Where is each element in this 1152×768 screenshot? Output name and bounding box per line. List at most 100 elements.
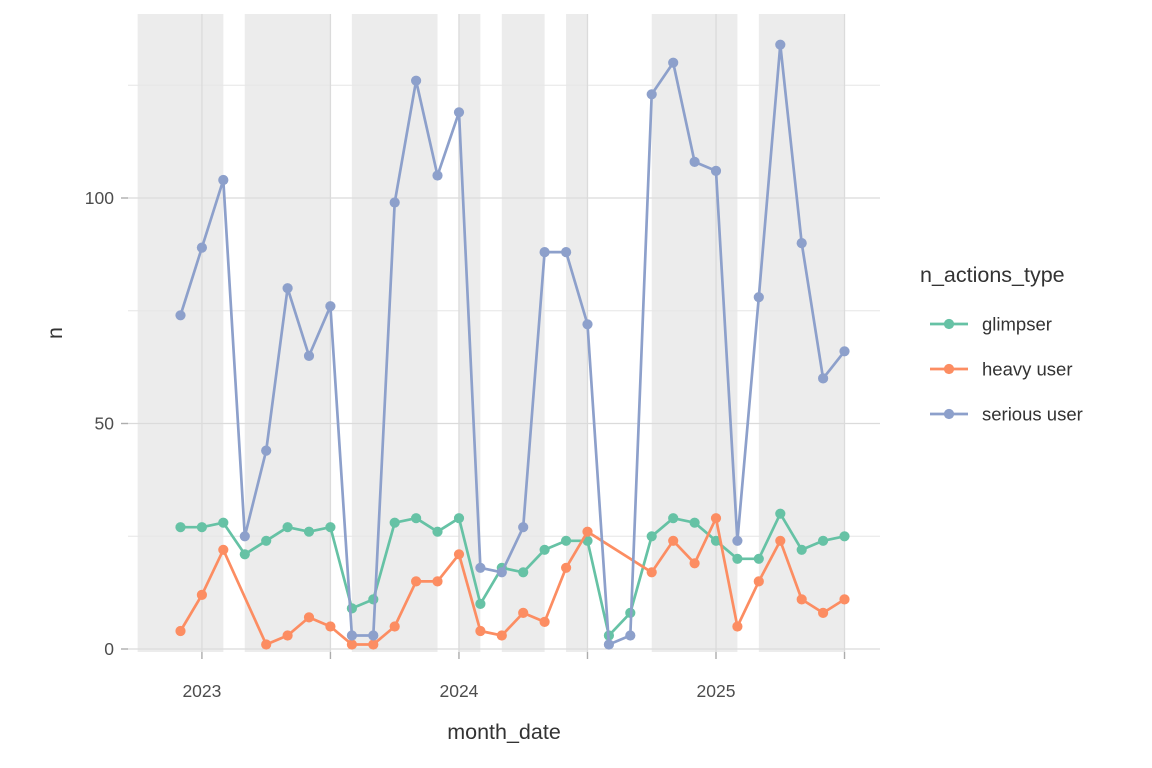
data-point-glimpser [453, 513, 465, 524]
data-point-serious-user [218, 174, 229, 186]
data-point-heavy-user [518, 607, 529, 619]
data-point-glimpser [818, 535, 829, 546]
data-point-serious-user [175, 310, 186, 321]
data-point-heavy-user [411, 576, 422, 587]
data-point-glimpser [239, 549, 250, 560]
data-point-serious-user [432, 170, 443, 181]
x-axis-title: month_date [447, 720, 561, 744]
data-point-glimpser [646, 531, 657, 542]
data-point-serious-user [389, 197, 400, 208]
y-axis-label: 100 [85, 188, 114, 208]
data-point-heavy-user [710, 513, 722, 524]
data-point-heavy-user [218, 544, 229, 555]
data-point-serious-user [368, 630, 379, 641]
shaded-band [137, 14, 224, 652]
data-point-glimpser [775, 508, 786, 519]
data-point-glimpser [218, 517, 229, 528]
data-point-glimpser [175, 522, 186, 533]
data-point-serious-user [282, 283, 293, 294]
data-point-serious-user [625, 630, 636, 641]
data-point-heavy-user [539, 616, 550, 628]
y-axis-label: 50 [95, 414, 115, 434]
legend-item-label-heavy-user: heavy user [982, 359, 1073, 380]
data-point-heavy-user [261, 639, 272, 650]
data-point-serious-user [689, 156, 700, 167]
x-axis-label: 2025 [697, 681, 736, 701]
data-point-glimpser [325, 522, 336, 533]
data-point-heavy-user [196, 589, 207, 601]
x-axis-label: 2024 [439, 681, 478, 701]
data-point-glimpser [689, 517, 700, 528]
legend-item-label-glimpser: glimpser [982, 314, 1052, 335]
data-point-heavy-user [496, 630, 507, 641]
legend-key-point [943, 363, 955, 375]
data-point-serious-user [603, 639, 615, 650]
data-point-serious-user [775, 39, 786, 50]
data-point-heavy-user [818, 607, 829, 619]
data-point-glimpser [796, 544, 807, 555]
data-point-heavy-user [475, 625, 486, 637]
shaded-band [566, 14, 588, 652]
data-point-glimpser [261, 535, 272, 546]
data-point-serious-user [453, 107, 465, 118]
data-point-heavy-user [753, 576, 764, 587]
data-point-glimpser [282, 522, 293, 533]
data-point-serious-user [196, 242, 207, 253]
data-point-heavy-user [368, 639, 379, 650]
y-axis-title: n [43, 327, 67, 339]
data-point-serious-user [668, 57, 679, 68]
data-point-glimpser [561, 535, 572, 546]
data-point-serious-user [346, 630, 357, 641]
data-point-glimpser [475, 598, 486, 610]
data-point-glimpser [432, 526, 443, 537]
data-point-heavy-user [325, 621, 336, 632]
data-point-glimpser [303, 526, 315, 537]
legend-key-point [943, 408, 955, 420]
data-point-heavy-user [689, 558, 700, 569]
data-point-serious-user [475, 562, 486, 573]
data-point-heavy-user [432, 576, 443, 587]
data-point-serious-user [753, 292, 764, 303]
data-point-serious-user [796, 238, 807, 249]
data-point-serious-user [818, 373, 829, 384]
legend-key-point [943, 318, 955, 330]
data-point-serious-user [496, 567, 507, 578]
data-point-glimpser [710, 535, 722, 546]
data-point-serious-user [303, 350, 315, 361]
data-point-heavy-user [175, 625, 186, 637]
y-axis-label: 0 [104, 639, 114, 659]
data-point-serious-user [646, 89, 657, 100]
data-point-serious-user [732, 535, 743, 546]
data-point-serious-user [261, 445, 272, 456]
data-point-heavy-user [646, 567, 657, 578]
data-point-glimpser [389, 517, 400, 528]
data-point-glimpser [732, 553, 743, 564]
data-point-serious-user [411, 75, 422, 86]
data-point-heavy-user [453, 549, 465, 560]
data-point-heavy-user [796, 594, 807, 605]
data-point-heavy-user [303, 612, 315, 623]
data-point-glimpser [839, 531, 850, 542]
data-point-serious-user [539, 247, 550, 258]
data-point-glimpser [196, 522, 207, 533]
legend-title: n_actions_type [920, 263, 1065, 287]
data-point-heavy-user [389, 621, 400, 632]
data-point-glimpser [346, 603, 357, 614]
shaded-band [351, 14, 438, 652]
data-point-heavy-user [668, 535, 679, 546]
data-point-glimpser [518, 567, 529, 578]
legend-item-label-serious-user: serious user [982, 404, 1083, 425]
data-point-serious-user [239, 531, 250, 542]
series-line-serious-user [179, 43, 846, 646]
data-point-heavy-user [839, 594, 850, 605]
data-point-heavy-user [282, 630, 293, 641]
data-point-serious-user [710, 165, 722, 176]
data-point-glimpser [411, 513, 422, 524]
data-point-serious-user [582, 319, 593, 330]
data-point-serious-user [518, 522, 529, 533]
data-point-serious-user [325, 301, 336, 312]
data-point-glimpser [539, 544, 550, 555]
data-point-heavy-user [346, 639, 357, 650]
data-point-glimpser [753, 553, 764, 564]
